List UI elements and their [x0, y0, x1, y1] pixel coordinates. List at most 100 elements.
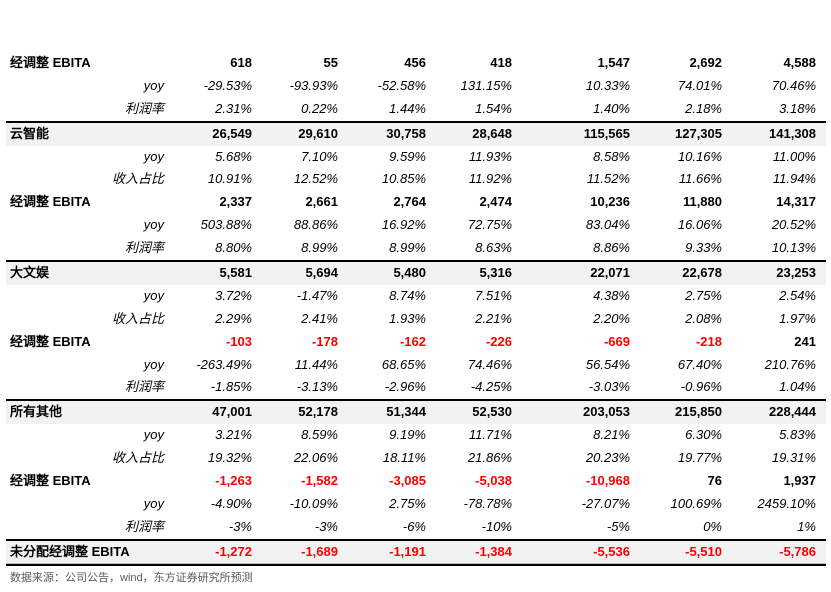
table-row: 云智能 26,549 29,610 30,758 28,648 115,565 127,30… — [6, 120, 826, 146]
table-cell: 10,236 — [590, 194, 630, 210]
table-cell: -3.03% — [588, 379, 630, 395]
table-cell: 100.69% — [670, 495, 722, 511]
table-cell: -10.09% — [289, 495, 338, 511]
row-label: yoy — [143, 77, 164, 93]
row-label: 所有其他 — [10, 404, 63, 420]
table-cell: 11,880 — [682, 194, 722, 210]
row-label: 利润率 — [124, 379, 164, 395]
table-cell: 23,253 — [776, 265, 816, 281]
table-cell: 241 — [794, 333, 816, 349]
table-cell: 10.33% — [585, 77, 630, 93]
table-cell: 3.72% — [215, 287, 252, 303]
table-cell: -5,536 — [593, 543, 630, 559]
table-cell: 21.86% — [467, 450, 512, 466]
table-cell: 2.08% — [685, 310, 722, 326]
table-cell: 19.77% — [677, 450, 722, 466]
table-cell: 52,178 — [298, 404, 338, 420]
table-cell: 14,317 — [776, 194, 816, 210]
table-cell: 215,850 — [675, 404, 722, 420]
financial-table: 经调整 EBITA 618 55 456 418 1,547 2,692 4,588 yoy -2… — [6, 52, 826, 566]
table-cell: -93.93% — [289, 77, 338, 93]
table-row: yoy 5.68% 7.10% 9.59% 11.93% 8.58% 10.16% 11.00… — [6, 146, 826, 169]
table-cell: -1.85% — [210, 379, 252, 395]
table-cell: 1.97% — [779, 310, 816, 326]
table-cell: -669 — [603, 333, 630, 349]
table-cell: 26,549 — [212, 125, 252, 141]
table-row: yoy -263.49% 11.44% 68.65% 74.46% 56.54% 67.40… — [6, 354, 826, 377]
table-cell: 1.40% — [593, 100, 630, 116]
table-cell: 8.86% — [593, 240, 630, 256]
table-cell: -3.13% — [296, 379, 338, 395]
table-cell: 203,053 — [583, 404, 630, 420]
table-cell: 4.38% — [593, 287, 630, 303]
table-row: 收入占比 10.91% 12.52% 10.85% 11.92% 11.52% 11.66%… — [6, 168, 826, 191]
row-label: 经调整 EBITA — [10, 473, 91, 489]
table-cell: 10.85% — [381, 171, 426, 187]
row-label: 收入占比 — [111, 450, 164, 466]
table-cell: 141,308 — [769, 125, 816, 141]
table-cell: 47,001 — [212, 404, 252, 420]
table-cell: 2,661 — [305, 194, 338, 210]
table-cell: 6.30% — [685, 427, 722, 443]
table-cell: -1,582 — [301, 473, 338, 489]
table-cell: -3% — [314, 518, 338, 534]
table-cell: 72.75% — [467, 217, 512, 233]
table-row: yoy -4.90% -10.09% 2.75% -78.78% -27.07% 100.6… — [6, 493, 826, 516]
table-cell: 2,764 — [393, 194, 426, 210]
table-cell: 19.31% — [771, 450, 816, 466]
table-cell: 8.59% — [301, 427, 338, 443]
table-row: 所有其他 47,001 52,178 51,344 52,530 203,053 215,8… — [6, 399, 826, 425]
table-row: 收入占比 2.29% 2.41% 1.93% 2.21% 2.20% 2.08% 1.97% — [6, 308, 826, 331]
table-cell: -5,038 — [475, 473, 512, 489]
table-cell: 3.21% — [215, 427, 252, 443]
table-cell: 12.52% — [293, 171, 338, 187]
table-cell: 10.13% — [771, 240, 816, 256]
table-cell: -52.58% — [377, 77, 426, 93]
table-cell: 2.31% — [215, 100, 252, 116]
table-cell: 2.29% — [215, 310, 252, 326]
table-cell: 7.10% — [301, 148, 338, 164]
table-cell: 2.20% — [593, 310, 630, 326]
table-cell: -2.96% — [384, 379, 426, 395]
table-row: 经调整 EBITA -1,263 -1,582 -3,085 -5,038 -10,968… — [6, 470, 826, 493]
table-row: 大文娱 5,581 5,694 5,480 5,316 22,071 22,678 23,25… — [6, 260, 826, 285]
table-cell: 55 — [323, 55, 338, 70]
table-cell: -162 — [399, 333, 426, 349]
table-row: 经调整 EBITA -103 -178 -162 -226 -669 -218 241 — [6, 331, 826, 354]
table-cell: 10.91% — [207, 171, 252, 187]
table-cell: 16.92% — [381, 217, 426, 233]
row-label: yoy — [143, 356, 164, 372]
row-label: yoy — [143, 287, 164, 303]
table-cell: 22.06% — [293, 450, 338, 466]
table-cell: 2.54% — [779, 287, 816, 303]
row-label: 大文娱 — [10, 265, 50, 281]
table-cell: 5,316 — [479, 265, 512, 281]
table-cell: 68.65% — [381, 356, 426, 372]
table-cell: -5% — [606, 518, 630, 534]
row-label: 利润率 — [124, 240, 164, 256]
table-cell: -5,786 — [779, 543, 816, 559]
table-cell: 52,530 — [472, 404, 512, 420]
table-row: yoy 3.72% -1.47% 8.74% 7.51% 4.38% 2.75% 2.54% — [6, 285, 826, 308]
table-cell: 8.21% — [593, 427, 630, 443]
table-row: 经调整 EBITA 2,337 2,661 2,764 2,474 10,236 11,88… — [6, 191, 826, 214]
table-row: 未分配经调整 EBITA -1,272 -1,689 -1,191 -1,384 -5,5… — [6, 538, 826, 566]
table-cell: 8.63% — [475, 240, 512, 256]
row-label: 未分配经调整 EBITA — [10, 543, 130, 559]
table-cell: 11.52% — [586, 171, 630, 187]
row-label: 云智能 — [10, 125, 50, 141]
table-cell: 115,565 — [583, 125, 630, 141]
table-cell: 8.99% — [301, 240, 338, 256]
table-cell: -178 — [311, 333, 338, 349]
table-cell: 1% — [797, 518, 816, 534]
table-cell: -78.78% — [463, 495, 512, 511]
table-cell: -1,689 — [301, 543, 338, 559]
table-cell: -1,272 — [215, 543, 252, 559]
table-cell: 503.88% — [200, 217, 252, 233]
table-cell: 131.15% — [460, 77, 512, 93]
table-cell: 19.32% — [207, 450, 252, 466]
table-row: 利润率 2.31% 0.22% 1.44% 1.54% 1.40% 2.18% 3.18% — [6, 98, 826, 121]
row-label: 经调整 EBITA — [10, 333, 91, 349]
table-cell: -1.47% — [296, 287, 338, 303]
table-cell: 2,337 — [219, 194, 252, 210]
